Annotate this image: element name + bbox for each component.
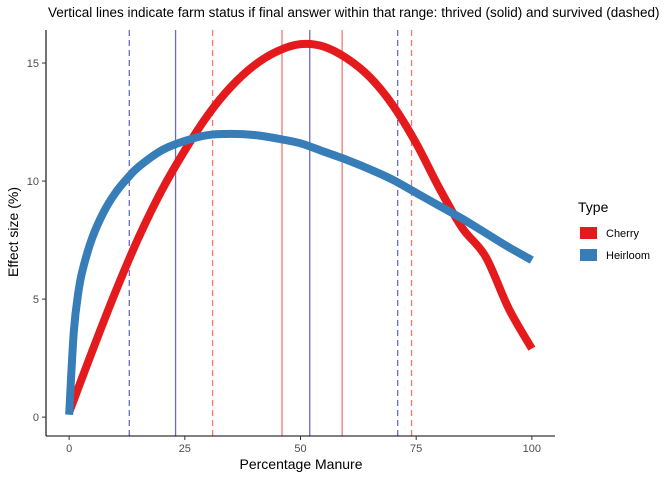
legend-title: Type — [578, 199, 609, 215]
y-tick-label-5: 5 — [33, 294, 39, 306]
series-line-cherry — [65, 39, 536, 414]
series-line-heirloom — [65, 129, 534, 415]
x-tick-label-75: 75 — [410, 443, 422, 455]
legend-label-cherry: Cherry — [606, 228, 640, 240]
chart-title: Vertical lines indicate farm status if f… — [48, 5, 660, 20]
axes-group: 0 25 50 75 100 0 5 10 15 — [27, 30, 555, 455]
x-axis-title: Percentage Manure — [240, 456, 363, 472]
x-tick-label-50: 50 — [294, 443, 306, 455]
vertical-lines-group — [128, 30, 413, 436]
y-tick-label-0: 0 — [33, 412, 39, 424]
series-group — [65, 39, 536, 415]
x-tick-label-0: 0 — [66, 443, 72, 455]
y-tick-label-10: 10 — [27, 176, 39, 188]
x-tick-label-25: 25 — [179, 443, 191, 455]
y-tick-label-15: 15 — [27, 58, 39, 70]
legend-items: Cherry Heirloom — [580, 227, 650, 262]
legend-key-heirloom — [580, 249, 597, 261]
legend-key-cherry — [580, 227, 597, 239]
y-axis-title: Effect size (%) — [5, 187, 21, 277]
legend-label-heirloom: Heirloom — [606, 250, 650, 262]
legend: Type Cherry Heirloom — [578, 199, 650, 262]
x-tick-label-100: 100 — [523, 443, 541, 455]
